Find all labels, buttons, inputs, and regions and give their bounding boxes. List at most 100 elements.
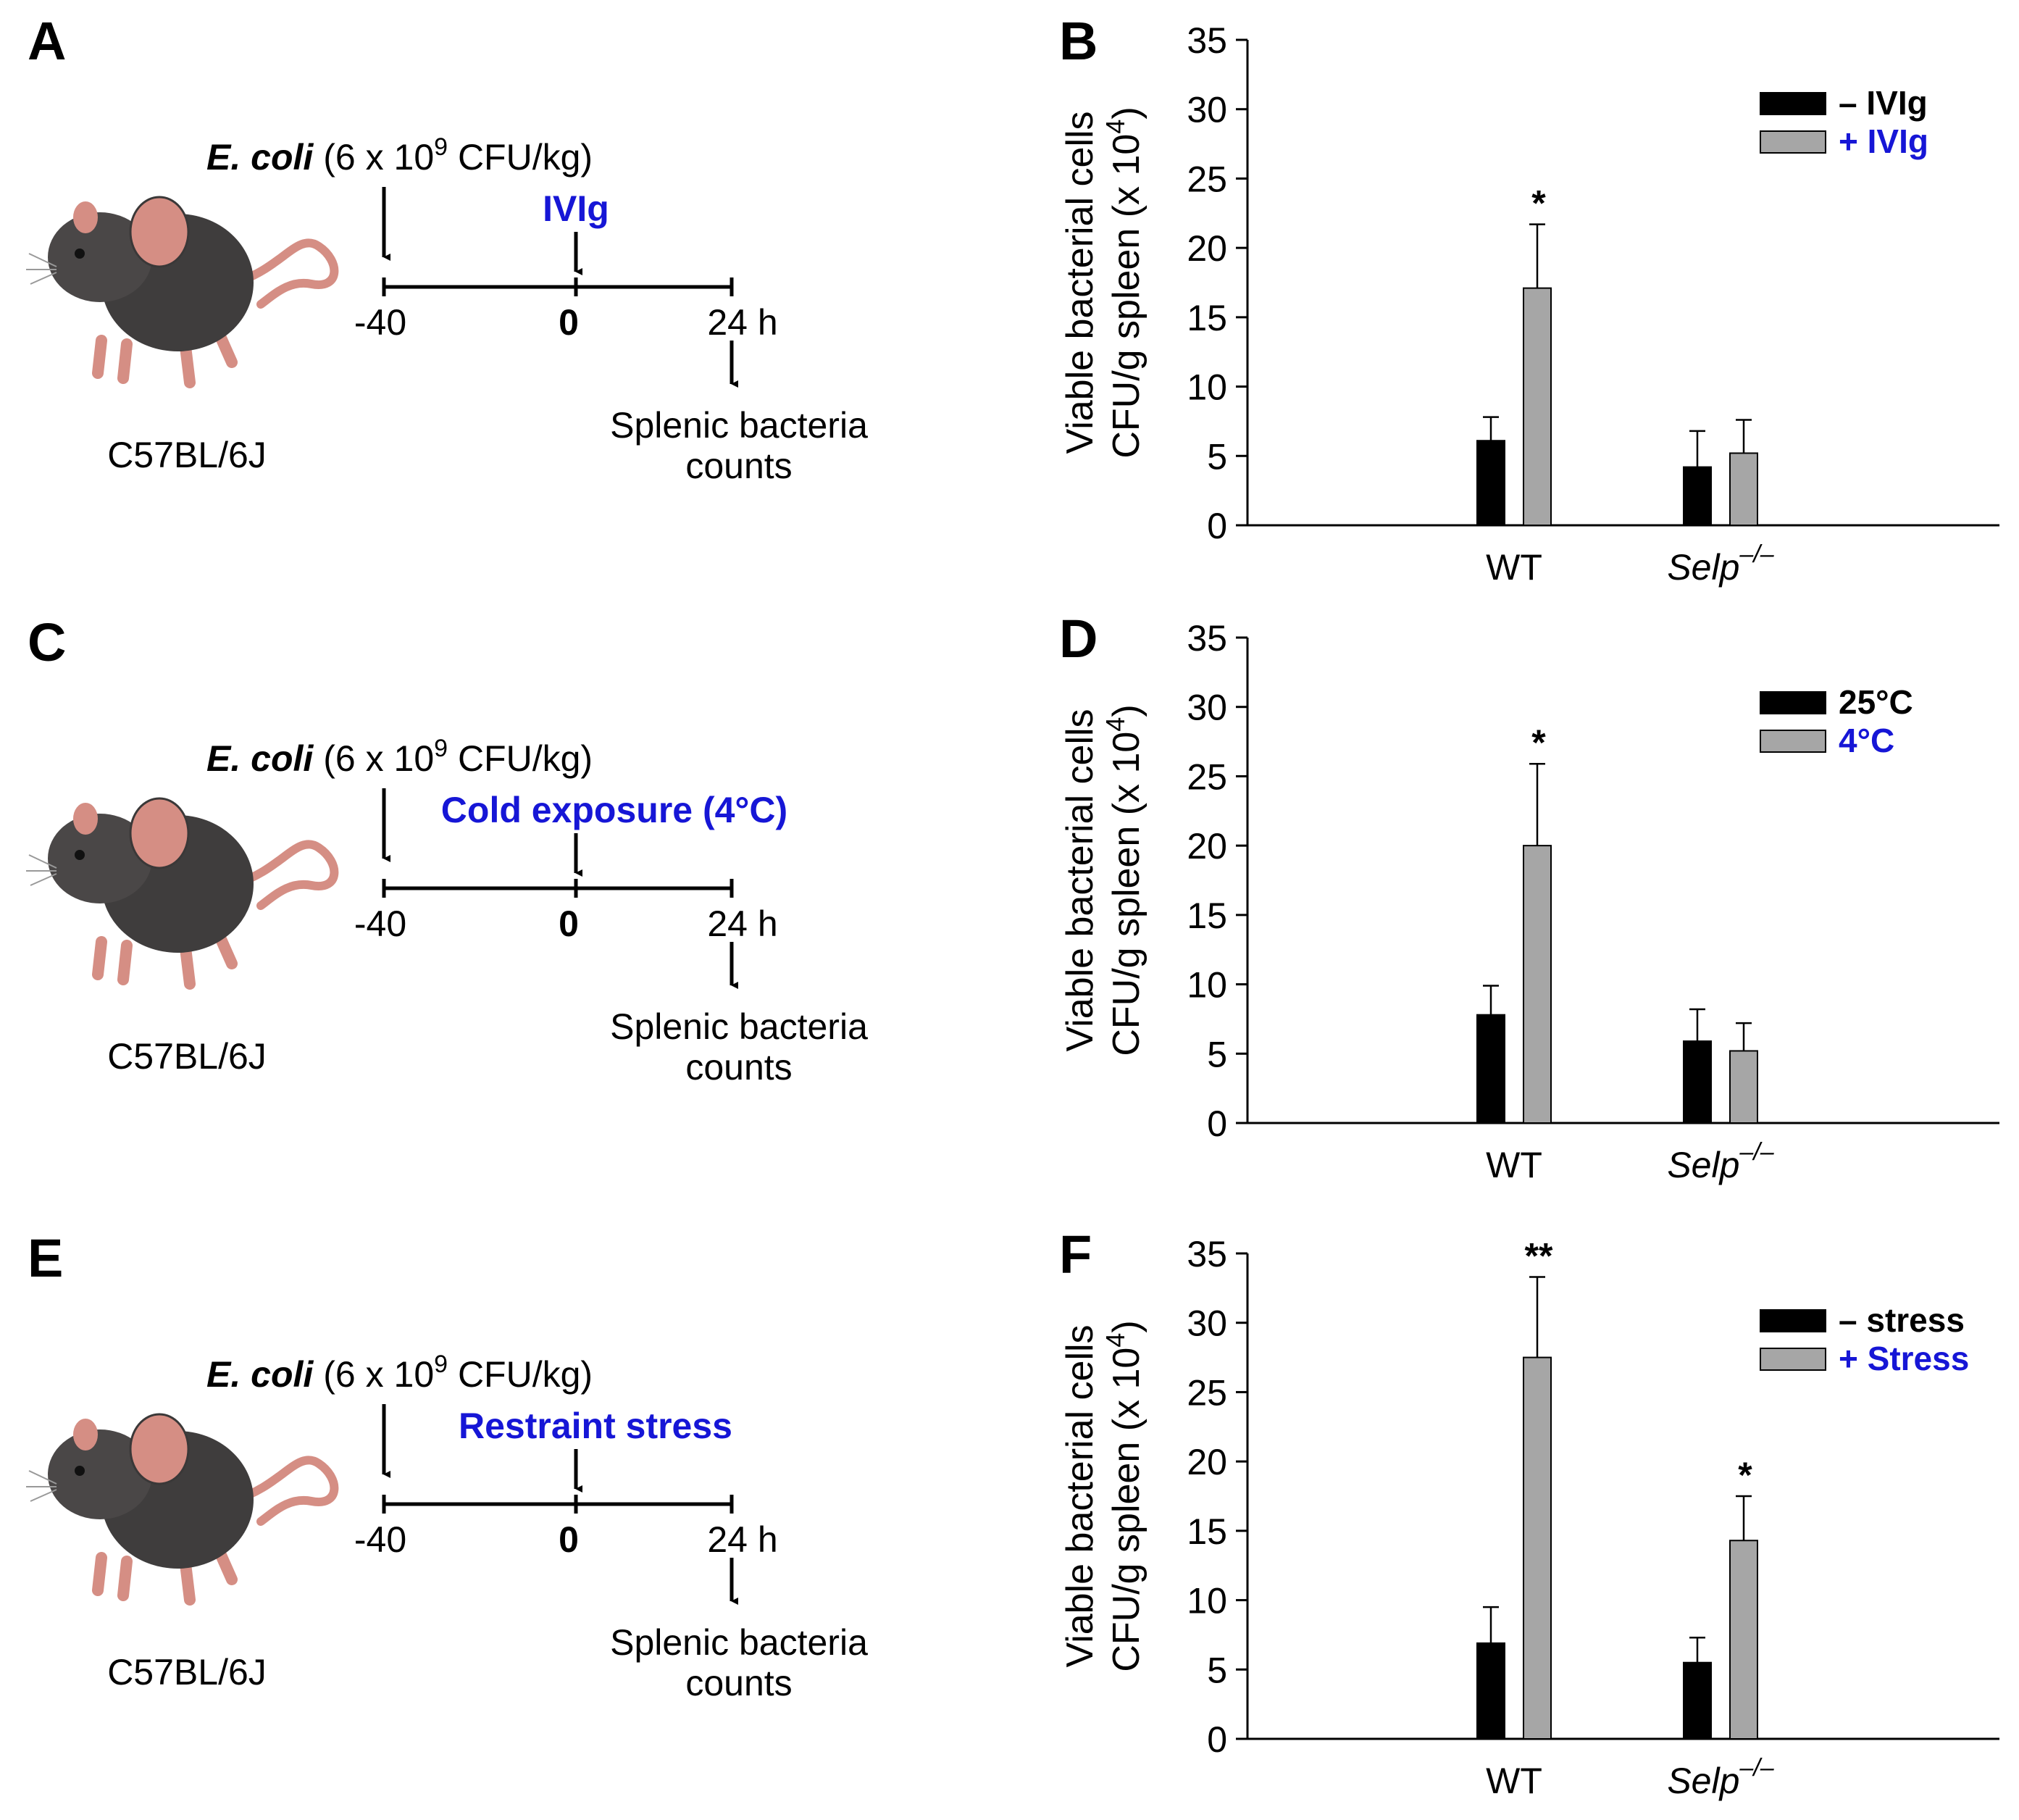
bar-25-c-wt <box>1476 1014 1505 1124</box>
ecoli-label: E. coli <box>206 137 314 178</box>
panel-letter-b: B <box>1059 11 1098 71</box>
mouse-illustration <box>26 797 339 990</box>
dose-exponent: 9 <box>434 133 448 161</box>
panel-letter-a: A <box>28 11 66 71</box>
bar--ivig-selp <box>1683 466 1712 526</box>
mouse-tail <box>231 840 339 910</box>
mouse-eye <box>75 1466 85 1476</box>
ecoli-label: E. coli <box>206 738 314 779</box>
treatment-label: IVIg <box>543 188 609 229</box>
bar--ivig-wt <box>1523 287 1552 526</box>
legend-label: 25°C <box>1839 683 1913 721</box>
legend-swatch <box>1760 92 1826 115</box>
x-category-label: Selp–/– <box>1667 1138 1774 1185</box>
panel-letter-c: C <box>28 612 66 672</box>
mouse-tail <box>231 238 339 309</box>
significance-marker: * <box>1531 722 1546 763</box>
y-axis-label-main: CFU/g spleen (x 10 <box>1105 732 1148 1056</box>
scheme-panel-e: E C57BL/6J E. coli (6 x 109 CFU/kg) Restrain… <box>26 1228 868 1703</box>
mouse-whiskers <box>26 253 57 285</box>
x-category-label: WT <box>1486 1761 1542 1801</box>
y-tick-label: 15 <box>1187 298 1227 338</box>
strain-label: C57BL/6J <box>107 435 267 475</box>
readout-line1: Splenic bacteria <box>610 405 868 446</box>
time-start-label: -40 <box>354 302 406 343</box>
y-tick-label: 20 <box>1187 228 1227 269</box>
y-tick-label: 25 <box>1187 756 1227 797</box>
time-end-label: 24 h <box>707 302 777 343</box>
dose-post: CFU/kg) <box>448 738 593 779</box>
mouse-tail <box>231 1456 339 1526</box>
significance-marker: * <box>1738 1455 1752 1495</box>
y-axis-label-line1: Viable bacterial cells <box>1059 709 1101 1051</box>
legend-swatch <box>1760 130 1826 154</box>
treatment-label: Cold exposure (4°C) <box>441 790 787 830</box>
mouse-illustration <box>26 1413 339 1606</box>
dose-post: CFU/kg) <box>448 137 593 178</box>
legend-swatch <box>1760 730 1826 753</box>
legend-label: – IVIg <box>1839 84 1928 122</box>
readout-line2: counts <box>685 1663 792 1703</box>
mouse-legs <box>92 925 238 990</box>
y-axis-label-exponent: 4 <box>1100 120 1130 134</box>
y-axis-label-line2: CFU/g spleen (x 104) <box>1100 704 1148 1056</box>
significance-marker: * <box>1531 183 1546 224</box>
legend-label: + Stress <box>1839 1340 1969 1377</box>
y-tick-label: 5 <box>1207 1650 1227 1690</box>
x-category-label: WT <box>1486 547 1542 588</box>
bar--ivig-wt <box>1476 440 1505 527</box>
readout-line1: Splenic bacteria <box>610 1006 868 1047</box>
y-axis-label-line1: Viable bacterial cells <box>1059 111 1101 454</box>
mouse-eye <box>75 850 85 860</box>
panel-letter-e: E <box>28 1228 63 1288</box>
category-superscript: –/– <box>1739 540 1774 568</box>
x-category-label: Selp–/– <box>1667 1754 1774 1801</box>
chart-panel-f: F 0 5 10 15 20 25 30 35 Viable bacterial cells CFU… <box>1059 1224 1999 1801</box>
mouse-whiskers <box>26 1470 57 1502</box>
legend-label: 4°C <box>1839 722 1894 759</box>
significance-marker: ** <box>1525 1236 1553 1277</box>
dose-pre: (6 x 10 <box>323 738 434 779</box>
bar--stress-wt <box>1523 1356 1552 1740</box>
dose-pre: (6 x 10 <box>323 137 434 178</box>
mouse-legs <box>92 324 238 388</box>
scheme-panel-c: C C57BL/6J E. coli (6 x 109 CFU/kg) Cold exp… <box>26 612 868 1088</box>
mouse-eye <box>75 249 85 259</box>
y-tick-label: 5 <box>1207 1034 1227 1074</box>
y-axis-label-line2: CFU/g spleen (x 104) <box>1100 107 1148 458</box>
mouse-head <box>48 212 152 302</box>
bar--stress-wt <box>1476 1642 1505 1740</box>
x-category-label: WT <box>1486 1145 1542 1185</box>
y-tick-label: 35 <box>1187 1234 1227 1274</box>
y-axis-label-line2: CFU/g spleen (x 104) <box>1100 1320 1148 1671</box>
chart-panel-d: D 0 5 10 15 20 25 30 35 Viable bacterial cells CFU… <box>1059 609 1999 1185</box>
category-name: WT <box>1486 1761 1542 1801</box>
treatment-label: Restraint stress <box>459 1406 732 1446</box>
y-tick-label: 30 <box>1187 688 1227 728</box>
time-zero-label: 0 <box>559 1519 579 1560</box>
time-start-label: -40 <box>354 903 406 944</box>
strain-label: C57BL/6J <box>107 1652 267 1692</box>
bar--ivig-selp <box>1729 452 1758 527</box>
mouse-legs <box>92 1541 238 1606</box>
y-tick-label: 35 <box>1187 618 1227 659</box>
y-tick-label: 20 <box>1187 1442 1227 1482</box>
mouse-ear-front <box>73 803 98 835</box>
y-tick-label: 20 <box>1187 826 1227 867</box>
y-tick-label: 15 <box>1187 896 1227 936</box>
time-end-label: 24 h <box>707 1519 777 1560</box>
mouse-ear-front <box>73 201 98 233</box>
mouse-head <box>48 814 152 903</box>
y-tick-label: 35 <box>1187 20 1227 61</box>
bar--stress-selp <box>1683 1661 1712 1740</box>
panel-letter-d: D <box>1059 609 1098 669</box>
y-tick-label: 25 <box>1187 159 1227 199</box>
y-tick-label: 10 <box>1187 965 1227 1006</box>
y-tick-label: 10 <box>1187 1581 1227 1621</box>
dose-pre: (6 x 10 <box>323 1354 434 1395</box>
bar-25-c-selp <box>1683 1040 1712 1124</box>
dose-label: E. coli (6 x 109 CFU/kg) <box>206 133 593 178</box>
mouse-ear-back <box>129 797 190 869</box>
dose-label: E. coli (6 x 109 CFU/kg) <box>206 735 593 779</box>
